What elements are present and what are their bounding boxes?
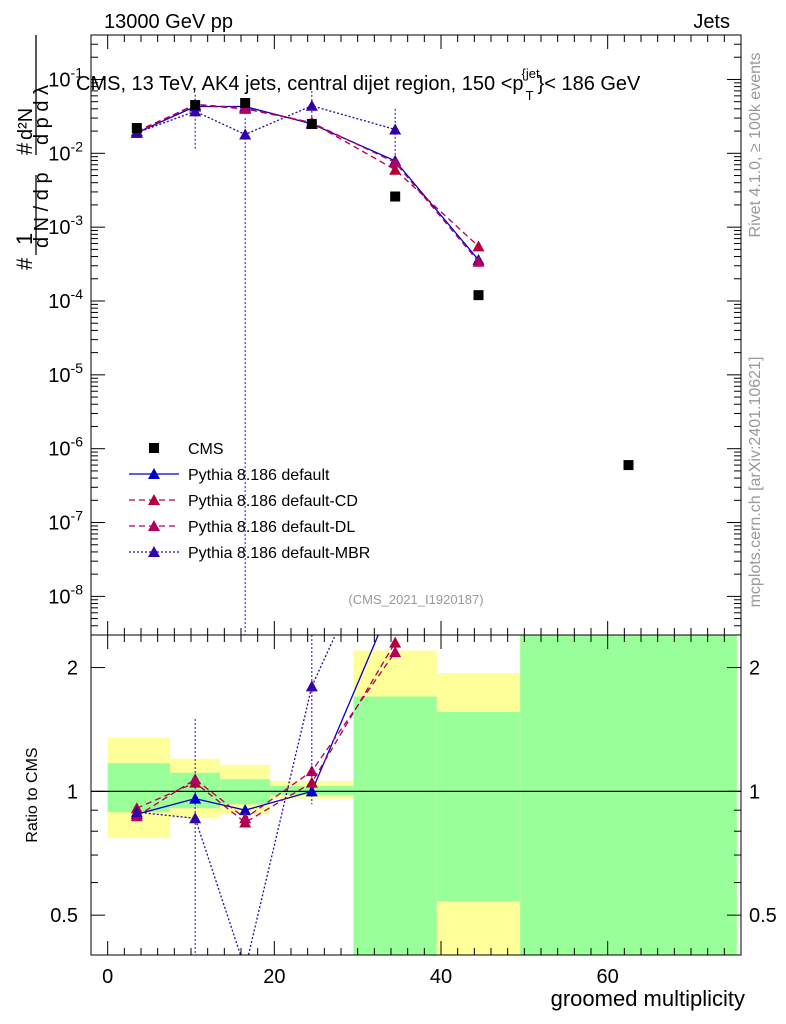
plot-frames xyxy=(90,34,742,956)
xtick-label-0: 0 xyxy=(102,966,113,988)
ylabel-d2N: d²N xyxy=(15,108,37,140)
main-line-0 xyxy=(136,105,479,261)
ylabel-dpdl: d p d λ xyxy=(31,85,53,145)
ratio-marker-1-4 xyxy=(389,636,402,648)
legend-label-2: Pythia 8.186 default-CD xyxy=(188,493,358,510)
title-subscript: T xyxy=(526,88,534,103)
legend-marker-4 xyxy=(148,546,160,557)
cms-marker-3 xyxy=(306,118,317,129)
main-marker-3-3 xyxy=(305,99,318,111)
main-marker-1-5 xyxy=(472,240,485,252)
legend-label-4: Pythia 8.186 default-MBR xyxy=(188,545,370,562)
band-inner-0 xyxy=(107,763,171,813)
legend-label-0: CMS xyxy=(188,441,224,458)
ratio-marker-2-4 xyxy=(389,646,402,658)
ratio-marker-0-2 xyxy=(239,804,252,816)
ratio-line-1 xyxy=(136,642,396,824)
ratio-marker-2-3 xyxy=(305,765,318,777)
legend-label-3: Pythia 8.186 default-DL xyxy=(188,519,355,536)
legend-entry-2: Pythia 8.186 default-CD xyxy=(129,493,358,510)
axis-ticks xyxy=(91,34,741,956)
watermark: (CMS_2021_I1920187) xyxy=(348,592,483,607)
ytick-label-main-2: 10-6 xyxy=(48,434,83,461)
xtick-label-40: 40 xyxy=(430,966,452,988)
main-plot xyxy=(91,35,741,635)
side-text-rivet: Rivet 4.1.0, ≥ 100k events xyxy=(747,53,764,238)
ylabel-dN: d N / d p xyxy=(31,172,53,248)
main-series xyxy=(130,90,634,635)
header-right: Jets xyxy=(693,11,730,33)
main-marker-1-4 xyxy=(389,163,402,175)
ytick-label-main-6: 10-2 xyxy=(48,138,83,165)
ratio-marker-0-1 xyxy=(189,792,202,804)
cms-marker-2 xyxy=(240,97,251,108)
ytick-label-main-4: 10-4 xyxy=(48,286,83,313)
ratio-series xyxy=(130,635,402,955)
legend-entry-4: Pythia 8.186 default-MBR xyxy=(129,545,370,562)
cms-marker-0 xyxy=(131,123,142,134)
xtick-label-60: 60 xyxy=(597,966,619,988)
main-marker-2-4 xyxy=(389,156,402,168)
band-outer-low-5 xyxy=(436,901,521,955)
band-inner-6 xyxy=(520,635,737,955)
cms-points xyxy=(131,97,634,471)
legend-marker-2 xyxy=(148,494,160,505)
ratio-series-3 xyxy=(130,635,337,955)
ratio-marker-3-3 xyxy=(305,680,318,692)
legend-marker-cms xyxy=(149,443,159,453)
ratio-marker-3-0 xyxy=(130,806,143,818)
title-end: }< 186 GeV xyxy=(538,73,642,95)
header-left: 13000 GeV pp xyxy=(104,11,233,33)
main-marker-2-5 xyxy=(472,255,485,267)
main-line-2 xyxy=(136,103,479,263)
ytick-label-main-5: 10-3 xyxy=(48,212,83,239)
ytick-label-ratio-0: 0.5 xyxy=(50,905,78,927)
ratio-marker-2-1 xyxy=(189,773,202,785)
legend-entry-0: CMS xyxy=(149,441,224,458)
ytick-label-main-1: 10-7 xyxy=(48,508,83,535)
band-inner-4 xyxy=(353,696,437,955)
cms-marker-4 xyxy=(390,191,401,202)
legend-entry-1: Pythia 8.186 default xyxy=(129,467,330,484)
title-text: CMS, 13 TeV, AK4 jets, central dijet reg… xyxy=(76,66,641,103)
ytick-label-ratio-1: 1 xyxy=(67,781,78,803)
legend-marker-3 xyxy=(148,520,160,531)
ratio-bands xyxy=(107,635,737,955)
main-marker-3-2 xyxy=(239,128,252,140)
ratio-marker-3-1 xyxy=(189,812,202,824)
ylabel-one: 1 xyxy=(12,233,37,245)
legend-entry-3: Pythia 8.186 default-DL xyxy=(129,519,355,536)
xtick-label-20: 20 xyxy=(263,966,285,988)
title-superscript: {jet xyxy=(522,66,540,81)
cms-marker-6 xyxy=(623,460,634,471)
legend-label-1: Pythia 8.186 default xyxy=(188,467,330,484)
ytick-label-main-0: 10-8 xyxy=(48,581,83,608)
cms-marker-1 xyxy=(190,100,201,111)
ylabel-hash-2: # xyxy=(12,142,37,155)
xlabel: groomed multiplicity xyxy=(551,986,745,1011)
legend: CMS Pythia 8.186 default Pythia 8.186 defa… xyxy=(129,441,370,562)
ratio-marker-2-2 xyxy=(239,812,252,824)
axis-tick-labels: 0 20 40 60 10-8 10-7 10-6 10-5 10-4 10-3 10-2 10-1 0… xyxy=(48,64,777,988)
cms-marker-5 xyxy=(473,290,484,301)
ratio-marker-0-3 xyxy=(305,785,318,797)
ytick-label-main-7: 10-1 xyxy=(48,64,83,91)
ytick-label-ratio-right-1: 1 xyxy=(749,781,760,803)
plot-title: CMS, 13 TeV, AK4 jets, central dijet reg… xyxy=(76,66,641,103)
ratio-series-2 xyxy=(130,646,402,824)
ytick-label-ratio-right-0: 0.5 xyxy=(749,905,777,927)
ylabel-hash-1: # xyxy=(12,257,37,270)
ylabel-main: # 1 d N / d p # d²N d p d λ xyxy=(12,35,53,270)
ylabel-ratio: Ratio to CMS xyxy=(24,747,41,842)
ratio-marker-1-3 xyxy=(305,776,318,788)
ytick-label-main-3: 10-5 xyxy=(48,360,83,387)
ytick-label-ratio-2: 2 xyxy=(67,658,78,680)
ytick-label-ratio-right-2: 2 xyxy=(749,658,760,680)
legend-marker-1 xyxy=(148,468,160,479)
side-text-mcplots: mcplots.cern.ch [arXiv:2401.10621] xyxy=(747,357,764,608)
